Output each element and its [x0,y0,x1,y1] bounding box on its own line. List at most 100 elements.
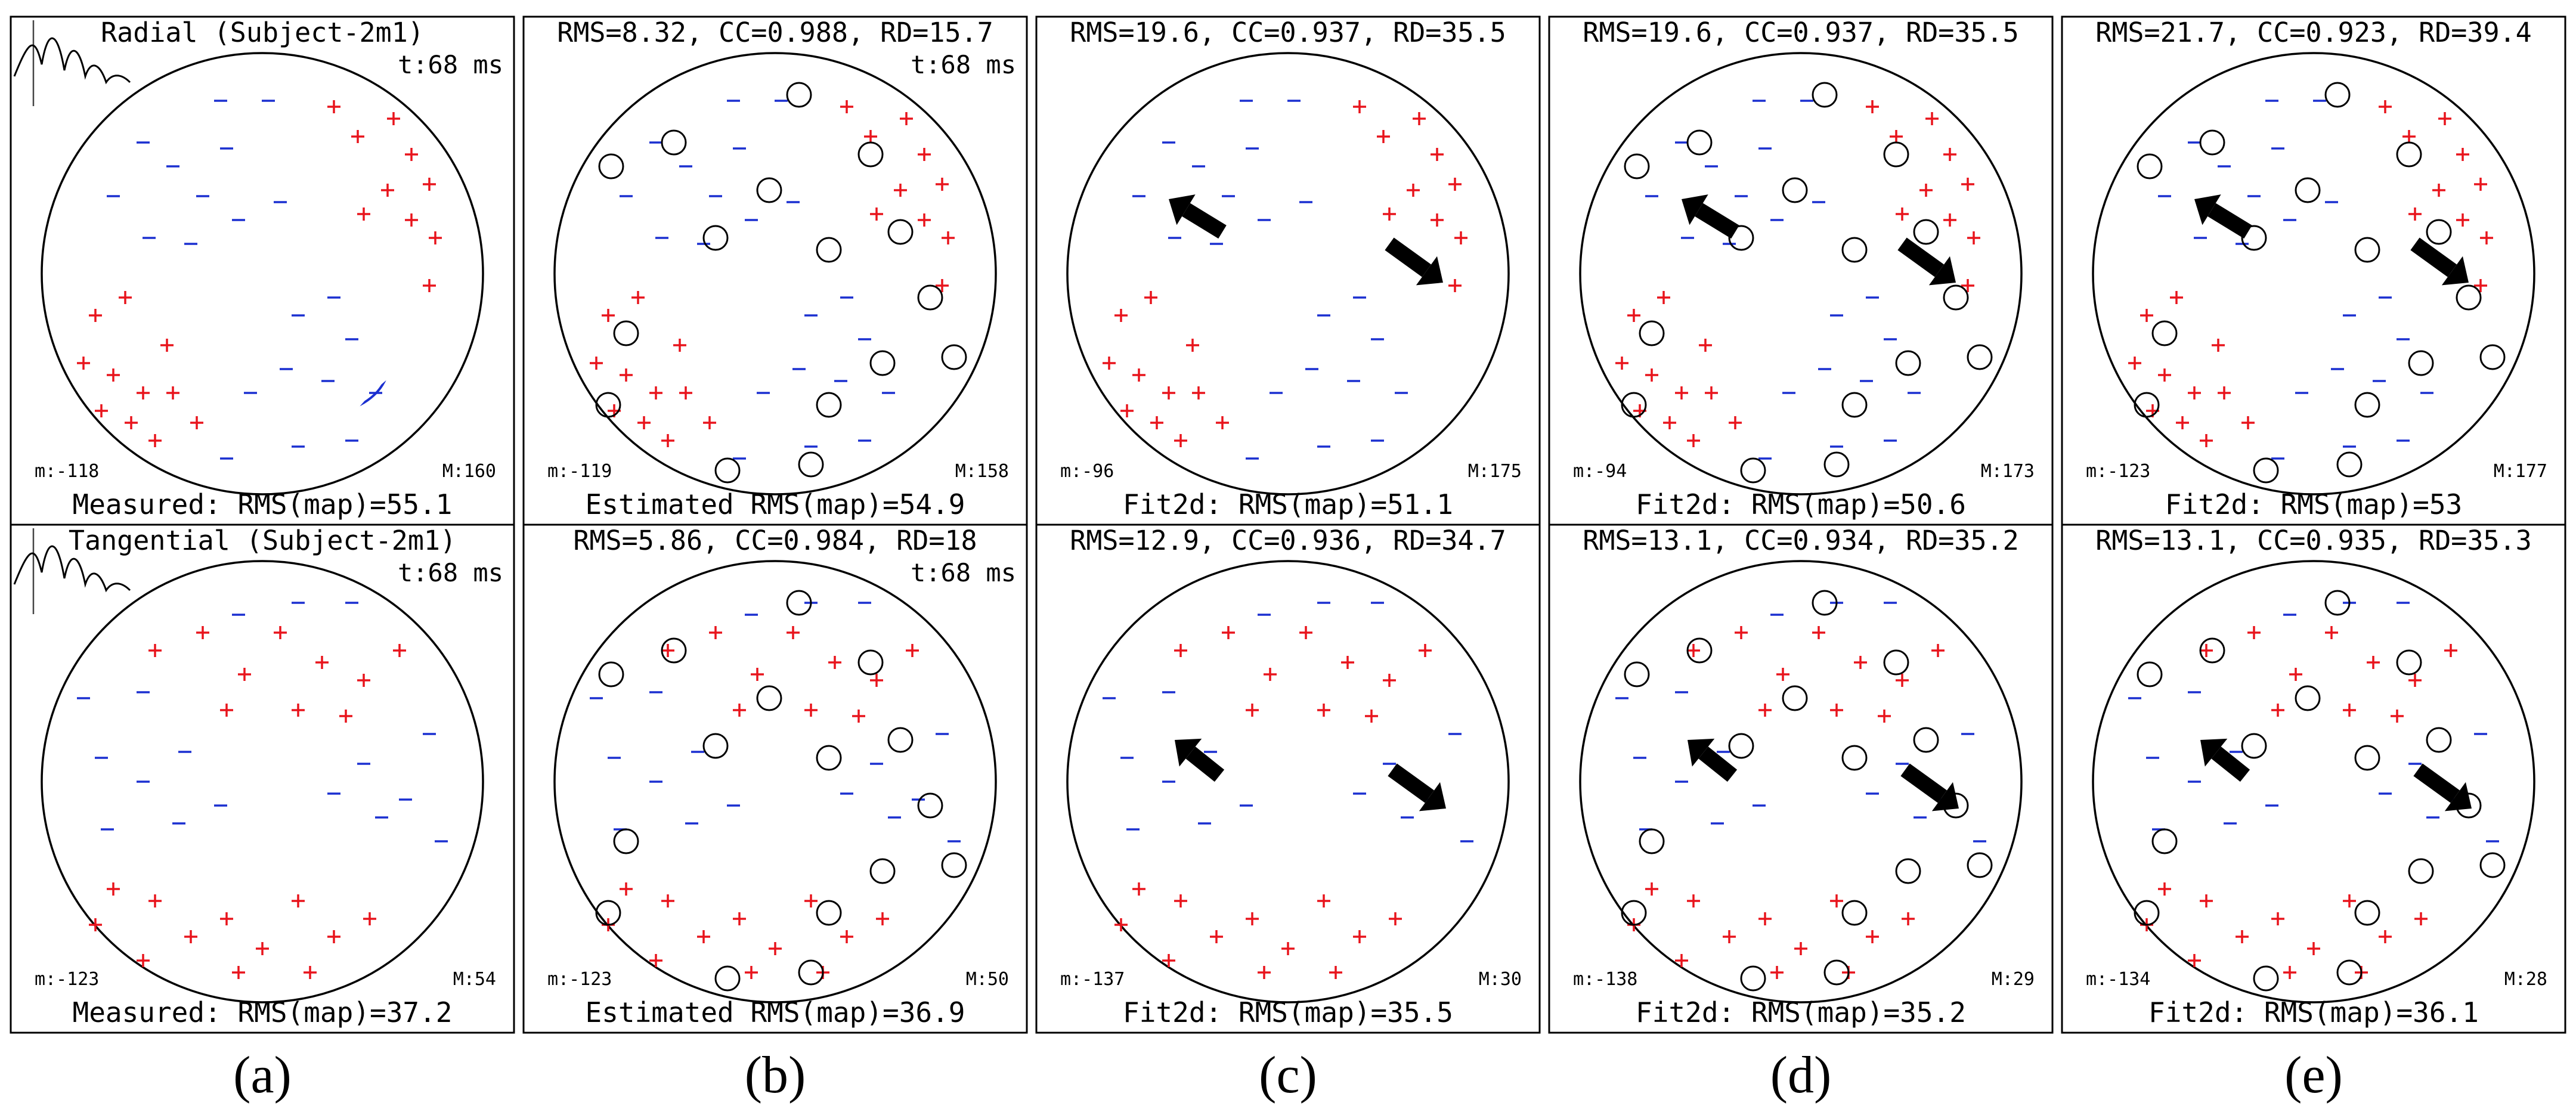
panel-top-metrics: RMS=8.32, CC=0.988, RD=15.7 [557,17,993,48]
sensor-circle [598,153,624,179]
plus-marker [733,704,746,717]
sensor-circle [1841,237,1868,263]
sensor-circle [1740,965,1766,992]
plus-marker [1627,309,1640,322]
sensor-circle [1812,590,1838,616]
panel-frame [2061,524,2566,1034]
sensor-circle [1883,141,1909,168]
plus-marker [2128,357,2141,370]
sensor-circle [887,727,914,753]
panel-tangential-b: RMS=5.86, CC=0.984, RD=18t:68 ms m:-123 M:… [522,524,1028,1034]
panel-bottom-rms: Measured: RMS(map)=37.2 [73,996,453,1029]
plus-marker [1758,704,1772,717]
dipole-arrow-head [1688,738,1715,767]
plus-marker [2271,704,2284,717]
plus-marker [160,339,174,352]
plus-marker [1687,434,1700,447]
plus-marker [769,942,782,955]
panel-frame [1548,524,2054,1034]
sensor-circle [2134,900,2160,926]
plus-marker [936,178,949,191]
plus-marker [1687,644,1700,657]
panel-radial-e: RMS=21.7, CC=0.923, RD=39.4 m:-123 M:177 Fi… [2061,16,2566,526]
plus-marker [1216,416,1229,429]
plus-marker [357,207,370,221]
plus-marker [1967,231,1980,244]
plus-marker [2432,184,2445,197]
plus-marker [620,368,633,382]
head-outline [1066,52,1510,495]
plus-marker [2408,207,2422,221]
max-value: M:30 [1479,969,1522,990]
plus-marker [673,339,686,352]
plus-marker [2140,309,2153,322]
dipole-arrow-head [1931,782,1959,811]
sensor-circle [2336,451,2363,478]
head-outline [553,560,997,1003]
plus-marker [2283,966,2296,979]
plus-marker [2456,213,2469,227]
plus-marker [1961,178,1974,191]
plus-marker [1431,213,1444,227]
plus-marker [1114,309,1128,322]
plus-marker [2200,434,2213,447]
plus-marker [590,357,603,370]
plus-marker [804,894,818,907]
column-label-d: (d) [1770,1046,1832,1104]
plus-marker [232,966,245,979]
plus-marker [1866,100,1879,113]
min-value: m:-123 [2086,461,2150,482]
panel-frame [1548,16,2054,526]
plus-marker [1407,184,1420,197]
plus-marker [1150,416,1163,429]
sensor-circle [2426,219,2452,245]
plus-marker [148,434,162,447]
plus-marker [95,404,108,417]
plus-marker [190,416,203,429]
plus-marker [423,279,436,292]
head-outline [41,560,484,1003]
plus-marker [327,930,340,943]
plus-marker [1258,966,1271,979]
plus-marker [1448,178,1462,191]
panel-radial-a: Radial (Subject-2m1)t:68 ms m:-118 M:160 Me… [10,16,515,526]
dipole-arrow-shaft [1385,237,1432,277]
sensor-circle [714,965,741,992]
plus-marker [1389,912,1402,925]
sensor-circle [1913,219,1939,245]
plus-marker [220,912,233,925]
plus-marker [1162,954,1175,967]
dipole-arrow-head [1682,194,1708,225]
plus-marker [787,626,800,639]
sensor-circle [661,129,687,156]
plus-marker [1353,930,1366,943]
sensor-circle [598,661,624,687]
dipole-arrow-shaft [2410,237,2457,277]
max-value: M:54 [453,969,496,990]
plus-marker [1919,184,1933,197]
plus-marker [2325,626,2338,639]
max-value: M:158 [955,461,1009,482]
sensor-circle [2241,733,2267,759]
sensor-circle [941,344,967,370]
panel-tangential-e: RMS=13.1, CC=0.935, RD=35.3 m:-134 M:28 Fit… [2061,524,2566,1034]
max-value: M:28 [2504,969,2547,990]
plus-marker [148,644,162,657]
panel-tangential-a: Tangential (Subject-2m1)t:68 ms m:-123 M:5… [10,524,515,1034]
sensor-circle [917,792,943,819]
min-value: m:-138 [1573,969,1637,990]
plus-marker [602,309,615,322]
panel-radial-b: RMS=8.32, CC=0.988, RD=15.7t:68 ms m:-119… [522,16,1028,526]
sensor-circle [2199,637,2225,664]
sensor-circle [869,858,896,884]
sensor-circle [2408,350,2434,376]
plus-marker [137,954,150,967]
panel-tangential-d: RMS=13.1, CC=0.934, RD=35.2 m:-138 M:29 Fit… [1548,524,2054,1034]
panel-top-metrics: RMS=13.1, CC=0.934, RD=35.2 [1583,525,2019,556]
plus-marker [2414,912,2428,925]
max-value: M:177 [2494,461,2547,482]
max-value: M:173 [1981,461,2035,482]
plus-marker [1758,912,1772,925]
panel-bottom-rms: Fit2d: RMS(map)=35.2 [1636,996,1966,1029]
plus-marker [2367,656,2380,669]
